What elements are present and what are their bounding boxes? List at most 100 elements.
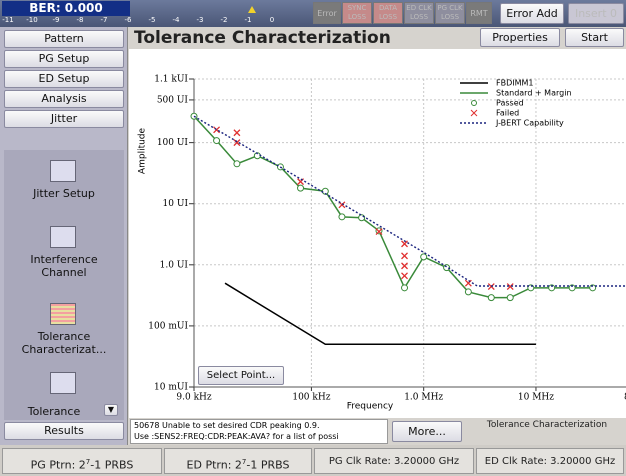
failed-point [401,262,408,270]
tool-label[interactable]: Tolerance Characterizat... [21,330,107,356]
series-line [193,115,593,299]
interference-icon[interactable] [50,226,76,248]
failed-point [401,252,408,260]
passed-point [213,137,221,145]
legend-label: J-BERT Capability [495,119,564,128]
y-axis-label: Amplitude [138,127,148,174]
tolerance-icon[interactable] [50,372,76,394]
status-indicator: RMT [466,2,492,24]
tolerance-char-icon[interactable] [50,303,76,325]
passed-point [297,184,305,192]
dropdown-arrow[interactable]: ▼ [104,404,118,416]
panel-title: Tolerance Characterization [134,28,391,48]
nav-button[interactable]: PG Setup [4,50,124,68]
y-tick-label: 1.1 kUI [154,75,188,85]
ed-pattern: ED Ptrn: 27-1 PRBS [164,448,312,474]
passed-point [568,284,576,292]
legend-label: Standard + Margin [496,89,572,98]
results-button[interactable]: Results [4,422,124,440]
pg-clock: PG Clk Rate: 3.20000 GHz [314,448,474,474]
more-button[interactable]: More... [392,421,462,442]
message-line: 50678 Unable to set desired CDR peaking … [134,421,320,430]
superscript: 7 [85,458,91,466]
passed-point [464,288,472,296]
jitter-setup-icon[interactable] [50,160,76,182]
status-indicator: PG CLK LOSS [435,2,465,24]
passed-point [420,253,428,261]
nav-button[interactable]: Jitter [4,110,124,128]
legend-label: FBDIMM1 [496,79,534,88]
legend-label: Passed [496,99,524,108]
status-indicator: SYNC LOSS [342,2,372,24]
passed-point [233,160,241,168]
text: PG Ptrn: 2 [30,458,86,472]
failed-point [233,129,241,137]
tool-label[interactable]: Tolerance [27,405,81,418]
insert-button: Insert 0 [568,3,624,24]
x-tick-label: 10 MHz [518,393,554,403]
properties-button[interactable]: Properties [480,28,560,47]
error-add-button[interactable]: Error Add [500,3,564,24]
text: ED Ptrn: 2 [186,458,242,472]
ber-scale-label: -11 [2,16,14,24]
legend-swatch [470,109,478,117]
ed-clock: ED Clk Rate: 3.20000 GHz [476,448,624,474]
series-line [224,282,536,346]
failed-point [375,228,383,236]
x-axis-label: Frequency [347,402,394,412]
tool-label[interactable]: Jitter Setup [33,187,95,200]
legend-label: Failed [496,109,519,118]
y-tick-label: 10 UI [163,199,189,209]
status-indicator: Error [313,2,341,24]
ber-scale-label: -4 [172,16,180,24]
y-tick-label: 500 UI [157,95,189,105]
ber-scale-label: -1 [244,16,252,24]
y-tick-label: 100 mUI [148,321,188,331]
passed-point [506,294,514,302]
ber-scale-label: -9 [52,16,60,24]
ber-scale-label: -3 [196,16,204,24]
passed-point [487,294,495,302]
warning-icon [248,6,256,13]
status-indicator: ED CLK LOSS [404,2,434,24]
y-tick-label: 100 UI [157,138,189,148]
tool-label[interactable]: Interference Channel [30,253,98,279]
x-tick-label: 100 kHz [292,393,330,403]
x-tick-label: 88 MHz [624,393,626,403]
failed-point [506,283,514,291]
ber-scale-label: -6 [124,16,132,24]
ber-scale-label: -8 [76,16,84,24]
y-tick-label: 1.0 UI [160,260,189,270]
failed-point [233,139,241,147]
nav-button[interactable]: Pattern [4,30,124,48]
passed-point [358,214,366,222]
text: -1 PRBS [246,458,290,472]
passed-point [190,112,198,120]
status-indicator: DATA LOSS [373,2,403,24]
x-tick-label: 9.0 kHz [176,393,211,403]
y-tick-label: 10 mUI [154,383,188,393]
ber-scale-label: -2 [220,16,228,24]
message-box: 50678 Unable to set desired CDR peaking … [130,419,388,444]
ber-scale: -11 -10 -9 -8 -7 -6 -5 -4 -3 -2 -1 0 [0,16,290,26]
superscript: 7 [241,458,247,466]
series-line [193,115,626,287]
context-label: Tolerance Characterization [486,420,608,430]
message-line: Use :SENS2:FREQ:CDR:PEAK:AVA? for a list… [134,432,339,441]
failed-point [401,272,408,280]
nav-button[interactable]: ED Setup [4,70,124,88]
chart-panel [129,27,626,418]
chart: 10 mUI 100 mUI 1.0 UI 10 UI 100 UI 500 UI 1.1 … [138,75,626,412]
passed-point [548,284,556,292]
passed-point [338,213,346,221]
ber-scale-label: -5 [148,16,156,24]
nav-button[interactable]: Analysis [4,90,124,108]
text: -1 PRBS [90,458,134,472]
select-point-button[interactable]: Select Point... [198,366,284,385]
ber-scale-label: -10 [26,16,38,24]
failed-point [213,126,221,134]
pg-pattern: PG Ptrn: 27-1 PRBS [2,448,162,474]
ber-scale-label: -7 [100,16,108,24]
start-button[interactable]: Start [565,28,624,47]
